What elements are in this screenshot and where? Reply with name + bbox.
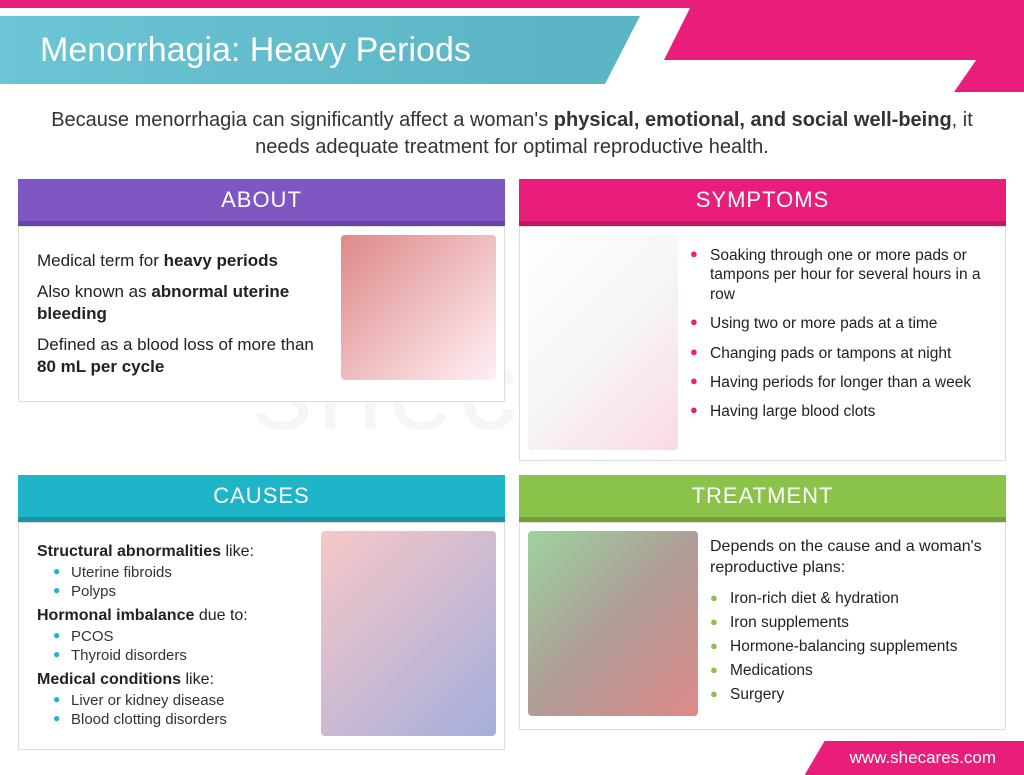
symptom-item: Soaking through one or more pads or tamp…: [690, 241, 987, 309]
panel-causes-heading: CAUSES: [18, 475, 505, 522]
symptom-item: Having large blood clots: [690, 397, 987, 426]
panel-about: ABOUT Medical term for heavy periods Also…: [18, 179, 505, 461]
treatment-item: Hormone-balancing supplements: [710, 635, 987, 659]
panel-treatment: TREATMENT Depends on the cause and a wom…: [519, 475, 1006, 750]
cause-item: Liver or kidney disease: [53, 691, 486, 710]
about-illustration: [341, 235, 496, 380]
symptom-item: Using two or more pads at a time: [690, 309, 987, 338]
treatment-list: Iron-rich diet & hydrationIron supplemen…: [710, 587, 987, 707]
about-line: Medical term for heavy periods: [37, 250, 315, 272]
intro-pre: Because menorrhagia can significantly af…: [51, 109, 554, 131]
symptoms-illustration: [528, 235, 678, 450]
symptom-item: Having periods for longer than a week: [690, 368, 987, 397]
treatment-intro: Depends on the cause and a woman's repro…: [710, 537, 987, 579]
footer-url: www.shecares.com: [805, 741, 1024, 775]
treatment-illustration: [528, 531, 698, 716]
intro-text: Because menorrhagia can significantly af…: [0, 95, 1024, 179]
about-line: Defined as a blood loss of more than 80 …: [37, 334, 315, 378]
page-title: Menorrhagia: Heavy Periods: [0, 16, 640, 84]
treatment-item: Iron supplements: [710, 611, 987, 635]
about-line: Also known as abnormal uterine bleeding: [37, 281, 315, 325]
cause-item: Blood clotting disorders: [53, 710, 486, 729]
symptom-item: Changing pads or tampons at night: [690, 339, 987, 368]
corner-accent-2: [954, 56, 1024, 92]
cause-item: Polyps: [53, 582, 486, 601]
treatment-item: Iron-rich diet & hydration: [710, 587, 987, 611]
panel-about-body: Medical term for heavy periods Also known…: [18, 226, 505, 402]
header: Menorrhagia: Heavy Periods: [0, 0, 1024, 95]
infographic-container: shecares Menorrhagia: Heavy Periods Beca…: [0, 0, 1024, 775]
cause-sublist: Liver or kidney diseaseBlood clotting di…: [37, 691, 486, 729]
cause-sublist: Uterine fibroidsPolyps: [37, 563, 486, 601]
panel-causes: CAUSES Structural abnormalities like:Ute…: [18, 475, 505, 750]
panel-about-heading: ABOUT: [18, 179, 505, 226]
symptoms-list: Soaking through one or more pads or tamp…: [690, 241, 987, 427]
treatment-item: Medications: [710, 659, 987, 683]
panel-symptoms-heading: SYMPTOMS: [519, 179, 1006, 226]
cause-item: PCOS: [53, 627, 486, 646]
panel-treatment-heading: TREATMENT: [519, 475, 1006, 522]
panel-grid: ABOUT Medical term for heavy periods Also…: [0, 179, 1024, 750]
cause-sublist: PCOSThyroid disorders: [37, 627, 486, 665]
treatment-item: Surgery: [710, 683, 987, 707]
intro-bold: physical, emotional, and social well-bei…: [554, 109, 952, 131]
panel-symptoms-body: Soaking through one or more pads or tamp…: [519, 226, 1006, 461]
panel-causes-body: Structural abnormalities like:Uterine fi…: [18, 522, 505, 750]
panel-symptoms: SYMPTOMS Soaking through one or more pad…: [519, 179, 1006, 461]
corner-accent: [664, 0, 1024, 60]
cause-item: Uterine fibroids: [53, 563, 486, 582]
panel-treatment-body: Depends on the cause and a woman's repro…: [519, 522, 1006, 730]
cause-item: Thyroid disorders: [53, 646, 486, 665]
